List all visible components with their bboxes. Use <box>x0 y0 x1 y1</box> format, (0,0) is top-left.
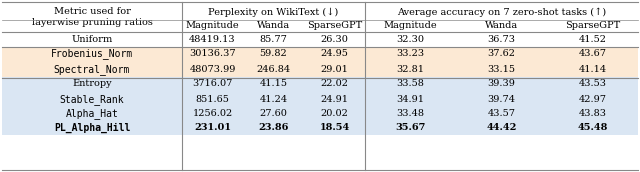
Text: 29.01: 29.01 <box>321 66 348 74</box>
Text: 27.60: 27.60 <box>260 110 287 119</box>
Text: 43.83: 43.83 <box>579 110 607 119</box>
Text: 45.48: 45.48 <box>577 123 608 132</box>
Text: 32.30: 32.30 <box>397 35 424 44</box>
Text: 32.81: 32.81 <box>397 66 424 74</box>
Text: 44.42: 44.42 <box>486 123 516 132</box>
Text: 33.15: 33.15 <box>488 66 515 74</box>
Text: 43.67: 43.67 <box>579 50 607 58</box>
Text: 43.53: 43.53 <box>579 79 607 89</box>
Text: Stable_Rank: Stable_Rank <box>60 95 124 105</box>
Text: 1256.02: 1256.02 <box>193 110 232 119</box>
Bar <box>2 47 638 77</box>
Bar <box>2 77 638 135</box>
Text: 41.52: 41.52 <box>579 35 607 44</box>
Text: 39.39: 39.39 <box>488 79 515 89</box>
Text: 23.86: 23.86 <box>259 123 289 132</box>
Text: Metric used for
layerwise pruning ratios: Metric used for layerwise pruning ratios <box>31 7 152 27</box>
Text: 36.73: 36.73 <box>488 35 515 44</box>
Text: 30136.37: 30136.37 <box>189 50 236 58</box>
Text: 20.02: 20.02 <box>321 110 348 119</box>
Text: 24.95: 24.95 <box>321 50 348 58</box>
Text: 24.91: 24.91 <box>321 95 349 105</box>
Text: 42.97: 42.97 <box>579 95 607 105</box>
Text: SparseGPT: SparseGPT <box>565 22 620 30</box>
Text: 43.57: 43.57 <box>488 110 515 119</box>
Text: Uniform: Uniform <box>72 35 113 44</box>
Text: SparseGPT: SparseGPT <box>307 22 362 30</box>
Text: Frobenius_Norm: Frobenius_Norm <box>51 49 133 60</box>
Text: 41.14: 41.14 <box>579 66 607 74</box>
Text: 851.65: 851.65 <box>196 95 229 105</box>
Text: 39.74: 39.74 <box>488 95 515 105</box>
Text: Perplexity on WikiText (↓): Perplexity on WikiText (↓) <box>209 7 339 17</box>
Text: 35.67: 35.67 <box>396 123 426 132</box>
Text: 48419.13: 48419.13 <box>189 35 236 44</box>
Text: Average accuracy on 7 zero-shot tasks (↑): Average accuracy on 7 zero-shot tasks (↑… <box>397 7 606 17</box>
Text: 41.15: 41.15 <box>259 79 287 89</box>
Text: 41.24: 41.24 <box>259 95 287 105</box>
Text: Wanda: Wanda <box>485 22 518 30</box>
Text: 231.01: 231.01 <box>194 123 231 132</box>
Text: Magnitude: Magnitude <box>384 22 437 30</box>
Text: 33.23: 33.23 <box>396 50 424 58</box>
Text: Wanda: Wanda <box>257 22 290 30</box>
Text: Entropy: Entropy <box>72 79 112 89</box>
Text: 33.48: 33.48 <box>397 110 424 119</box>
Text: 48073.99: 48073.99 <box>189 66 236 74</box>
Text: 246.84: 246.84 <box>257 66 291 74</box>
Text: 3716.07: 3716.07 <box>192 79 233 89</box>
Text: 37.62: 37.62 <box>488 50 515 58</box>
Text: Spectral_Norm: Spectral_Norm <box>54 64 130 76</box>
Text: 33.58: 33.58 <box>397 79 424 89</box>
Text: 85.77: 85.77 <box>260 35 287 44</box>
Text: Magnitude: Magnitude <box>186 22 239 30</box>
Text: 26.30: 26.30 <box>321 35 348 44</box>
Text: 22.02: 22.02 <box>321 79 349 89</box>
Text: 34.91: 34.91 <box>397 95 424 105</box>
Text: 59.82: 59.82 <box>260 50 287 58</box>
Text: PL_Alpha_Hill: PL_Alpha_Hill <box>54 123 130 133</box>
Text: 18.54: 18.54 <box>319 123 349 132</box>
Text: Alpha_Hat: Alpha_Hat <box>65 109 118 119</box>
